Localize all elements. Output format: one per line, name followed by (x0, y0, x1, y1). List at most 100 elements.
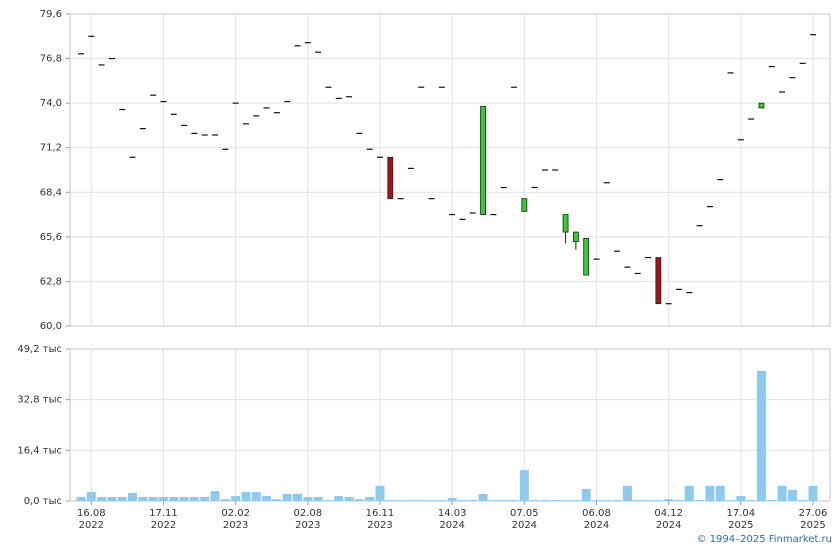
volume-bar (726, 500, 736, 501)
volume-bar (406, 500, 416, 501)
volume-bar (519, 470, 529, 501)
volume-bar (138, 496, 148, 501)
candle-body (521, 198, 528, 212)
volume-bar (200, 496, 210, 501)
volume-bar (622, 485, 632, 501)
volume-bar (468, 500, 478, 501)
volume-bar (416, 500, 426, 501)
volume-bar (787, 489, 797, 501)
x-tick-label-line: 16.11 (366, 508, 395, 519)
volume-bar (220, 499, 230, 501)
volume-bar (612, 500, 622, 501)
volume-bar (210, 491, 220, 501)
volume-bar (272, 499, 282, 501)
candle-body (572, 231, 579, 243)
candle-body (583, 238, 590, 276)
volume-bar (158, 496, 168, 501)
volume-bar (550, 500, 560, 501)
x-tick-label-line: 2022 (151, 520, 176, 530)
volume-bar (581, 488, 591, 501)
x-tick-label: 04.12 2024 (654, 508, 683, 530)
volume-bar (231, 496, 241, 501)
x-tick-label: 02.02 2023 (221, 508, 250, 530)
volume-bar (488, 500, 498, 501)
volume-bar (344, 496, 354, 501)
candle-body (387, 156, 394, 200)
y-tick-label: 60,0 (40, 321, 62, 332)
volume-bar (767, 500, 777, 501)
volume-bar (179, 496, 189, 501)
x-tick-label: 02.08 2023 (293, 508, 322, 530)
y-tick-label: 65,6 (40, 232, 62, 243)
y-tick-label: 68,4 (40, 187, 62, 198)
x-tick-label-line: 2024 (656, 520, 681, 530)
x-tick-label-line: 2025 (728, 520, 753, 530)
y-tick-label: 71,2 (40, 143, 62, 154)
y-tick-label: 16,4 тыс (17, 445, 62, 456)
volume-bar (457, 500, 467, 501)
volume-bar (148, 496, 158, 501)
volume-bar (76, 496, 86, 501)
x-tick-label-line: 16.08 (77, 508, 106, 519)
x-tick-label-line: 27.06 (799, 508, 828, 519)
y-tick-label: 49,2 тыс (17, 344, 62, 355)
x-tick-label-line: 2023 (295, 520, 320, 530)
y-tick-label: 74,0 (40, 98, 62, 109)
volume-bar (447, 497, 457, 501)
x-tick-label-line: 06.08 (582, 508, 611, 519)
volume-bar (385, 500, 395, 501)
x-tick-label-line: 02.08 (293, 508, 322, 519)
x-tick-label-line: 2024 (512, 520, 537, 530)
volume-bar (808, 485, 818, 501)
plot-frame (69, 13, 831, 327)
y-tick-label: 62,8 (40, 276, 62, 287)
volume-bar (756, 370, 766, 501)
x-tick-label: 17.04 2025 (727, 508, 756, 530)
volume-bar (128, 492, 138, 501)
volume-bar (602, 500, 612, 501)
volume-bar (251, 492, 261, 501)
x-tick-label-line: 04.12 (654, 508, 683, 519)
volume-bar (674, 500, 684, 501)
volume-bar (107, 496, 117, 501)
volume-bar (354, 499, 364, 501)
x-tick-label-line: 07.05 (510, 508, 539, 519)
volume-bar (571, 500, 581, 501)
x-tick-label-line: 02.02 (221, 508, 250, 519)
volume-bar (591, 500, 601, 501)
volume-bar (303, 496, 313, 501)
x-tick-label: 27.06 2025 (799, 508, 828, 530)
volume-bar (540, 500, 550, 501)
x-tick-label: 06.08 2024 (582, 508, 611, 530)
volume-bar (323, 500, 333, 501)
volume-bar (684, 485, 694, 501)
volume-bar (86, 492, 96, 501)
candle-body (655, 257, 662, 305)
volume-bar (561, 500, 571, 501)
y-tick-label: 32,8 тыс (17, 395, 62, 406)
volume-bar (633, 500, 643, 501)
x-tick-label-line: 17.04 (727, 508, 756, 519)
plot-frame (69, 348, 831, 502)
volume-bar (798, 500, 808, 501)
x-tick-label: 16.08 2022 (77, 508, 106, 530)
volume-bar (241, 492, 251, 501)
volume-bar (715, 485, 725, 501)
x-tick-label: 16.11 2023 (366, 508, 395, 530)
volume-bar (117, 496, 127, 501)
volume-bar (653, 500, 663, 501)
volume-bar (705, 485, 715, 501)
x-tick-label-line: 2024 (584, 520, 609, 530)
y-tick-label: 0,0 тыс (24, 496, 62, 507)
volume-bar (695, 500, 705, 501)
x-tick-label-line: 14.03 (438, 508, 467, 519)
volume-bar (97, 496, 107, 501)
x-tick-label-line: 2024 (439, 520, 464, 530)
volume-bar (169, 496, 179, 501)
volume-bar (427, 500, 437, 501)
x-tick-label: 14.03 2024 (438, 508, 467, 530)
volume-bar (293, 493, 303, 501)
volume-bar (262, 496, 272, 501)
volume-bar (736, 496, 746, 501)
volume-bar (777, 485, 787, 501)
